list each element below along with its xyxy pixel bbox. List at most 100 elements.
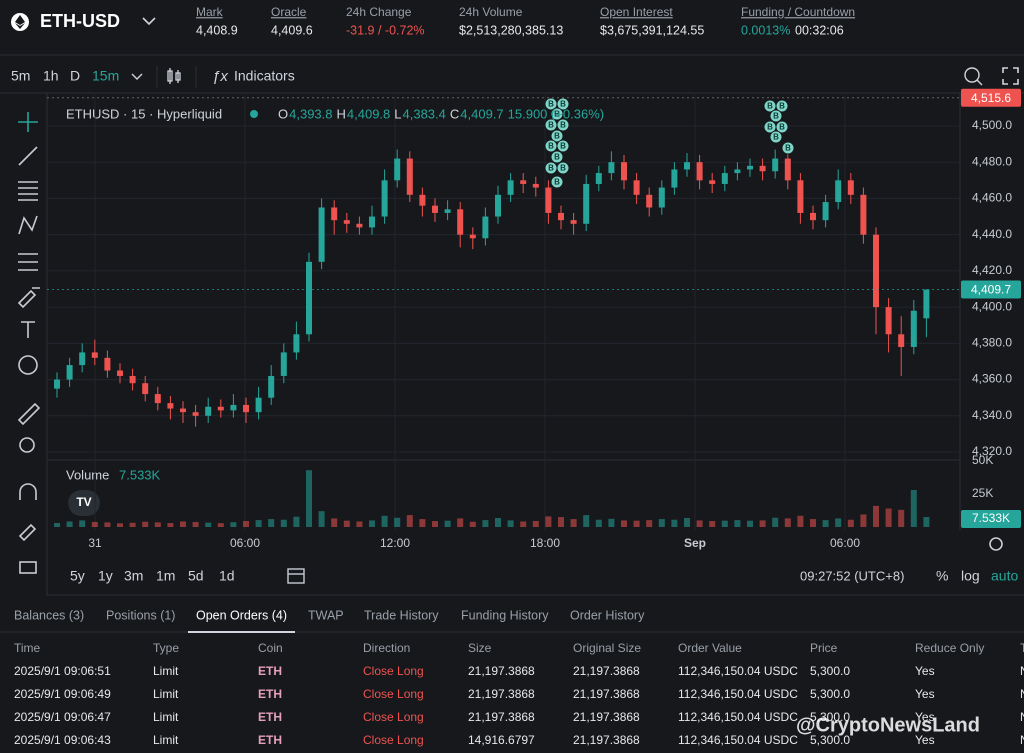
candle-body (532, 183, 539, 188)
scale-option[interactable]: auto (991, 568, 1018, 584)
table-cell: 112,346,150.04 USDC (678, 664, 798, 678)
volume-bar (885, 508, 892, 527)
table-cell: 21,197.3868 (573, 664, 640, 678)
volume-bar (822, 520, 829, 527)
buy-marker-label: B (785, 144, 791, 153)
range-button[interactable]: 5d (188, 568, 204, 584)
volume-bar (772, 517, 779, 527)
candle-body (696, 162, 703, 181)
candle-body (633, 180, 640, 195)
stat-value: 4,409.6 (271, 23, 313, 37)
y-tick-label: 4,440.0 (972, 227, 1012, 241)
candle-type-icon[interactable] (167, 68, 181, 84)
x-tick-label: 18:00 (530, 536, 560, 550)
candle-body (734, 169, 741, 174)
interval-button[interactable]: 15m (92, 68, 119, 84)
volume-bar (243, 521, 249, 527)
screenshot-icon[interactable] (964, 67, 983, 86)
interval-button[interactable]: 1h (43, 68, 59, 84)
magnet-tool[interactable] (19, 483, 37, 500)
tab[interactable]: Funding History (461, 608, 549, 622)
range-button[interactable]: 1d (219, 568, 235, 584)
settings-icon[interactable] (989, 537, 1003, 551)
volume-bar (797, 515, 804, 527)
buy-marker-label: B (554, 110, 560, 119)
range-button[interactable]: 5y (70, 568, 85, 584)
table-cell: N (1020, 733, 1024, 747)
volume-bar (457, 518, 464, 527)
column-header: Direction (363, 641, 410, 655)
buy-marker-label: B (560, 142, 566, 151)
tab[interactable]: Positions (1) (106, 608, 175, 622)
tv-logo (68, 490, 100, 516)
tab[interactable]: TWAP (308, 608, 344, 622)
buy-marker (550, 107, 564, 121)
candle-body (394, 158, 401, 181)
crosshair-tool[interactable] (18, 112, 38, 132)
table-cell: Close Long (363, 687, 424, 701)
fullscreen-icon[interactable] (1002, 67, 1019, 85)
text-tool[interactable] (21, 321, 35, 338)
volume-bar (217, 523, 224, 527)
chart-title: ETHUSD · 15 · Hyperliquid (66, 106, 222, 121)
volume-bar (709, 521, 716, 527)
indicators-icon[interactable]: ƒx (212, 68, 228, 85)
volume-bar (142, 521, 149, 527)
symbol-dropdown[interactable] (142, 17, 156, 26)
watermark: @CryptoNewsLand (796, 714, 980, 736)
interval-button[interactable]: 5m (11, 68, 30, 84)
calendar-icon[interactable] (287, 568, 305, 584)
buy-marker-label: B (767, 102, 773, 111)
tab[interactable]: Open Orders (4) (196, 608, 287, 622)
trend-line-tool[interactable] (18, 146, 38, 166)
ruler-tool[interactable] (17, 402, 41, 426)
volume-bar (910, 490, 917, 527)
volume-bar (91, 521, 98, 527)
stat-label: Funding / Countdown (741, 5, 855, 19)
ohlc-key: H (337, 106, 346, 121)
table-cell: 5,300.0 (810, 710, 850, 724)
table-cell: Limit (153, 710, 179, 724)
interval-dropdown[interactable] (131, 73, 143, 80)
tab[interactable]: Balances (3) (14, 608, 84, 622)
symbol[interactable]: ETH-USD (40, 11, 120, 31)
indicators-button[interactable]: Indicators (234, 68, 295, 84)
candle-body (356, 223, 363, 228)
volume-bar (608, 518, 615, 527)
candle-body (142, 383, 149, 395)
buy-marker (550, 175, 564, 189)
table-cell: N (1020, 664, 1024, 678)
range-button[interactable]: 3m (124, 568, 143, 584)
candle-body (343, 220, 350, 224)
table-cell: 21,197.3868 (468, 687, 535, 701)
brush-tool[interactable] (17, 287, 40, 309)
projection-tool[interactable] (18, 253, 38, 271)
candle-body (381, 180, 388, 217)
draw-mode-tool[interactable] (18, 523, 37, 542)
buy-marker-label: B (548, 142, 554, 151)
tab[interactable]: Trade History (364, 608, 439, 622)
stat-label: 24h Change (346, 5, 412, 19)
scale-option[interactable]: log (961, 568, 980, 584)
zoom-tool[interactable] (19, 437, 35, 453)
tab[interactable]: Order History (570, 608, 645, 622)
candle-body (230, 404, 237, 411)
candle-body (658, 187, 665, 208)
table-cell: 112,346,150.04 USDC (678, 687, 798, 701)
candle-body (885, 307, 892, 335)
table-cell: 21,197.3868 (468, 710, 535, 724)
range-button[interactable]: 1y (98, 568, 113, 584)
interval-button[interactable]: D (70, 68, 80, 84)
x-tick-label: 06:00 (830, 536, 860, 550)
column-header: Type (153, 641, 179, 655)
table-cell: Close Long (363, 733, 424, 747)
emoji-tool[interactable] (18, 355, 38, 375)
lock-tool[interactable] (19, 561, 37, 574)
volume-bar (595, 519, 602, 527)
fib-tool[interactable] (18, 181, 38, 201)
buy-marker (769, 130, 783, 144)
pattern-tool[interactable] (18, 215, 38, 235)
range-button[interactable]: 1m (156, 568, 175, 584)
scale-option[interactable]: % (936, 568, 948, 584)
stat-label: Oracle (271, 5, 307, 19)
